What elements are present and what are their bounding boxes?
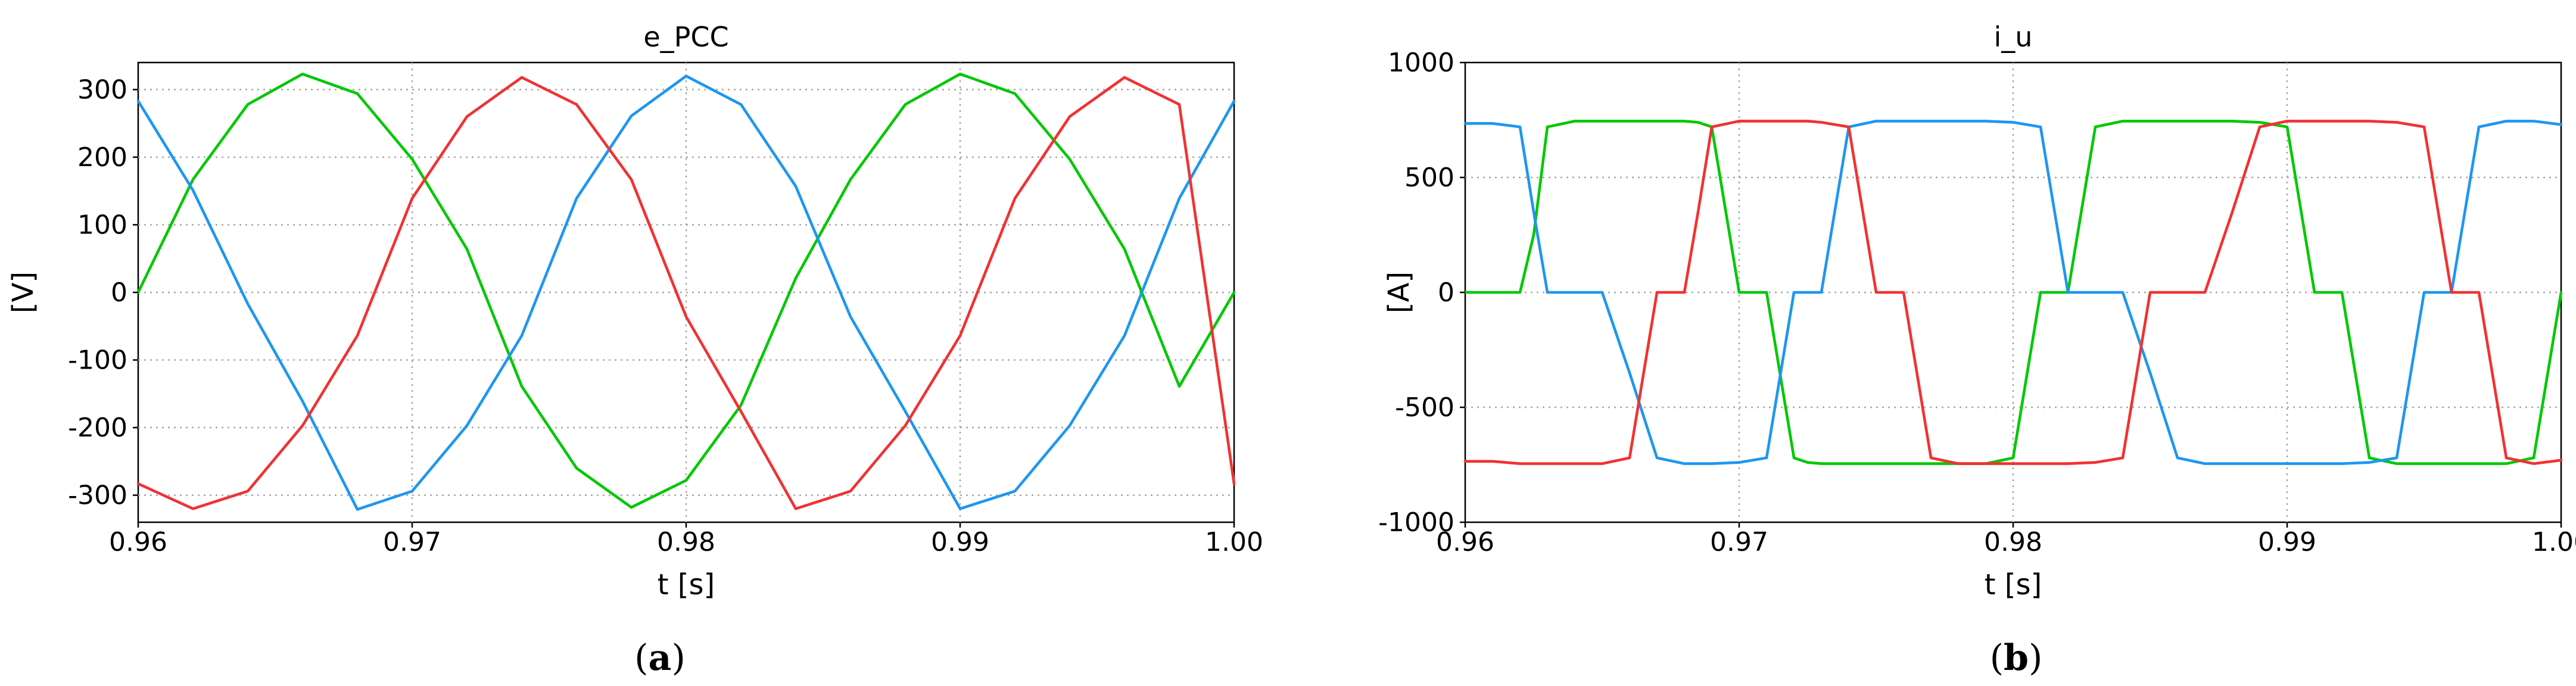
panel-a-x-tick-label: 0.97 <box>383 527 441 557</box>
panel-b-y-tick-label: 1000 <box>1388 48 1454 78</box>
panel-b-y-axis-label: [A] <box>1382 272 1416 313</box>
panel-b-gridlines <box>1465 63 2561 522</box>
panel-b-series-red <box>1463 120 2563 465</box>
panel-b-y-tick-label: -1000 <box>1378 507 1454 538</box>
panel-a-caption-letter: a <box>649 637 672 679</box>
panel-a-y-tick-label: 300 <box>77 74 127 105</box>
panel-a-y-tick-label: -100 <box>68 345 127 376</box>
panel-b-caption-open: ( <box>1990 637 2004 679</box>
panel-b-y-tick-label: 500 <box>1404 163 1454 193</box>
panel-b-chart: 0.96 0.97 0.98 0.99 1.00 1000 500 0 -500 -1000 i_… <box>1378 21 2576 601</box>
panel-a-x-tick-label: 0.96 <box>109 527 167 557</box>
panel-b-caption: (b) <box>1990 637 2043 679</box>
panel-a-title: e_PCC <box>643 21 728 53</box>
panel-b-x-tick-label: 0.97 <box>1710 527 1768 557</box>
panel-a-series-green <box>136 73 1236 509</box>
panel-a-y-tick-label: 200 <box>77 142 127 173</box>
panel-a-gridlines <box>138 63 1234 522</box>
panel-b-series-group <box>1463 120 2563 465</box>
panel-a-y-tick-label: 0 <box>111 277 127 308</box>
panel-a-y-axis-label: [V] <box>7 272 40 313</box>
panel-b-y-tick-label: 0 <box>1438 277 1454 308</box>
panel-a-y-tick-label: 100 <box>77 210 127 240</box>
panel-a-chart: 0.96 0.97 0.98 0.99 1.00 300 200 100 0 -100 -200 -3… <box>7 21 1263 601</box>
panel-a-caption-close: ) <box>671 637 685 679</box>
panel-a-y-tick-label: -300 <box>68 481 127 511</box>
panel-a-x-tick-label: 0.99 <box>931 527 989 557</box>
panel-a-x-axis-label: t [s] <box>658 568 715 601</box>
panel-a-ticks: 0.96 0.97 0.98 0.99 1.00 300 200 100 0 -100 -200 -3… <box>68 74 1263 557</box>
panel-b-y-tick-label: -500 <box>1395 392 1454 423</box>
panel-b-x-tick-label: 0.98 <box>1984 527 2042 557</box>
panel-a-caption: (a) <box>634 637 686 679</box>
panel-a-series-group <box>136 73 1236 511</box>
panel-b-title: i_u <box>1994 21 2033 53</box>
panel-b-x-tick-label: 0.96 <box>1436 527 1494 557</box>
panel-a-x-tick-label: 1.00 <box>1205 527 1263 557</box>
panel-b-ticks: 0.96 0.97 0.98 0.99 1.00 1000 500 0 -500 -1000 <box>1378 48 2576 557</box>
panel-a-x-tick-label: 0.98 <box>657 527 715 557</box>
panel-b-caption-close: ) <box>2029 637 2042 679</box>
panel-b-caption-letter: b <box>2004 637 2029 679</box>
panel-a-caption-open: ( <box>634 637 648 679</box>
panel-b-x-axis-label: t [s] <box>1985 568 2042 601</box>
panel-b-x-tick-label: 0.99 <box>2258 527 2316 557</box>
panel-a-series-red <box>136 76 1236 510</box>
panel-a-y-tick-label: -200 <box>68 413 127 443</box>
panel-b-series-blue <box>1463 120 2563 465</box>
panel-a-series-blue <box>136 74 1236 511</box>
panel-b-x-tick-label: 1.00 <box>2532 527 2576 557</box>
